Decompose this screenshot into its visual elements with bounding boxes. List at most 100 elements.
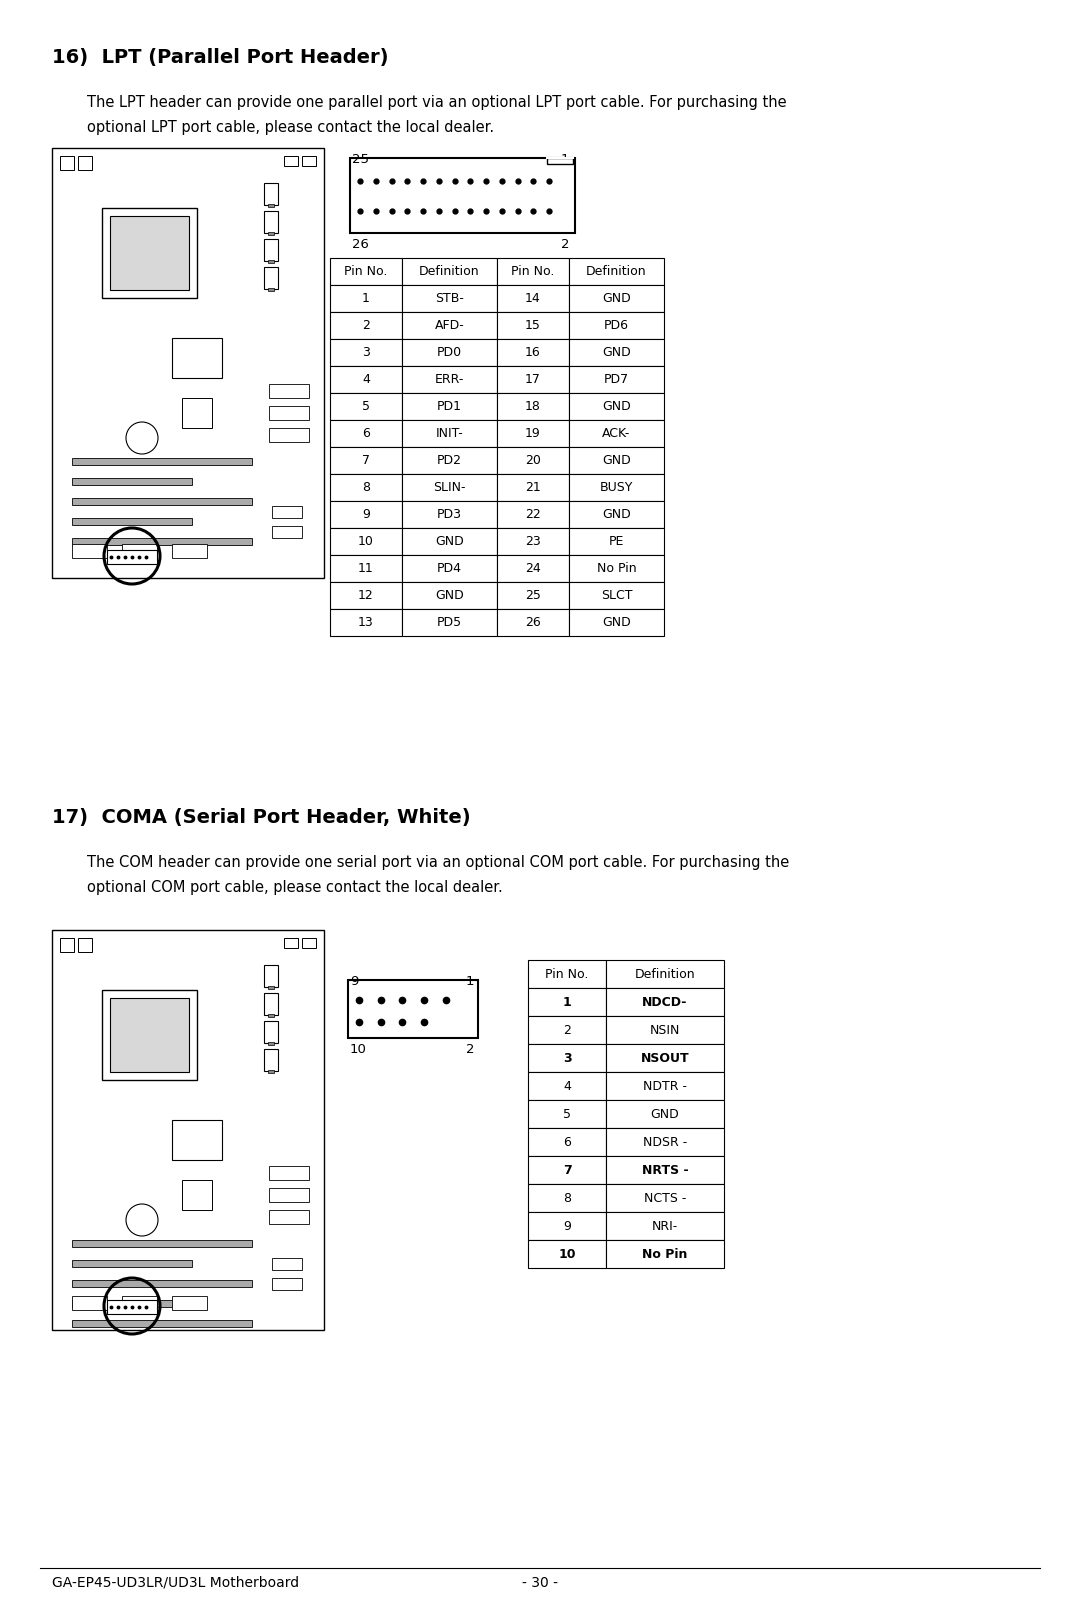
Text: PD5: PD5 bbox=[437, 616, 462, 629]
Bar bbox=[72, 1261, 192, 1267]
Bar bbox=[269, 383, 309, 398]
Text: STB-: STB- bbox=[435, 292, 464, 305]
Bar bbox=[402, 500, 497, 528]
Bar bbox=[402, 366, 497, 393]
Bar bbox=[569, 338, 664, 366]
Text: 26: 26 bbox=[525, 616, 541, 629]
Text: Definition: Definition bbox=[419, 265, 480, 277]
Text: GND: GND bbox=[603, 616, 631, 629]
Bar bbox=[546, 159, 573, 164]
Text: No Pin: No Pin bbox=[596, 561, 636, 574]
Bar bbox=[569, 500, 664, 528]
Bar bbox=[330, 420, 402, 448]
Text: 6: 6 bbox=[362, 427, 370, 439]
Bar bbox=[569, 286, 664, 313]
Text: 21: 21 bbox=[525, 481, 541, 494]
Text: 18: 18 bbox=[525, 399, 541, 412]
Bar bbox=[606, 1015, 724, 1044]
Bar bbox=[302, 156, 316, 165]
Bar bbox=[497, 555, 569, 582]
Bar bbox=[402, 528, 497, 555]
Text: GA-EP45-UD3LR/UD3L Motherboard: GA-EP45-UD3LR/UD3L Motherboard bbox=[52, 1577, 299, 1590]
Bar bbox=[497, 475, 569, 500]
Text: 4: 4 bbox=[563, 1079, 571, 1092]
Bar bbox=[264, 993, 278, 1015]
Bar bbox=[302, 938, 316, 948]
Bar bbox=[606, 1156, 724, 1184]
Circle shape bbox=[126, 1205, 158, 1237]
Bar bbox=[284, 938, 298, 948]
Bar bbox=[269, 406, 309, 420]
Bar bbox=[528, 1015, 606, 1044]
Bar bbox=[402, 338, 497, 366]
Bar bbox=[528, 1240, 606, 1269]
Bar bbox=[606, 1184, 724, 1213]
Text: GND: GND bbox=[435, 536, 464, 549]
Text: 22: 22 bbox=[525, 508, 541, 521]
Text: 25: 25 bbox=[352, 152, 369, 165]
Text: 12: 12 bbox=[359, 589, 374, 602]
Bar bbox=[528, 988, 606, 1015]
Bar bbox=[606, 1240, 724, 1269]
Text: Pin No.: Pin No. bbox=[345, 265, 388, 277]
Bar bbox=[172, 1120, 222, 1160]
Bar bbox=[272, 1258, 302, 1270]
Bar bbox=[350, 159, 575, 233]
Bar bbox=[606, 1100, 724, 1128]
Bar bbox=[268, 204, 274, 207]
Bar bbox=[402, 313, 497, 338]
Bar bbox=[528, 1044, 606, 1071]
Text: 10: 10 bbox=[558, 1248, 576, 1261]
Text: PD0: PD0 bbox=[437, 346, 462, 359]
Bar bbox=[183, 1181, 212, 1209]
Bar bbox=[402, 258, 497, 286]
Text: GND: GND bbox=[603, 346, 631, 359]
Text: 4: 4 bbox=[362, 374, 370, 387]
Bar bbox=[72, 1320, 252, 1327]
Text: 2: 2 bbox=[362, 319, 370, 332]
Bar bbox=[264, 1022, 278, 1043]
Text: 13: 13 bbox=[359, 616, 374, 629]
Text: AFD-: AFD- bbox=[434, 319, 464, 332]
Bar bbox=[330, 582, 402, 610]
Bar bbox=[330, 393, 402, 420]
Text: 23: 23 bbox=[525, 536, 541, 549]
Bar bbox=[284, 156, 298, 165]
Bar bbox=[528, 1213, 606, 1240]
Text: 1: 1 bbox=[563, 996, 571, 1009]
Text: 15: 15 bbox=[525, 319, 541, 332]
Bar bbox=[606, 1213, 724, 1240]
Bar bbox=[272, 505, 302, 518]
Text: 19: 19 bbox=[525, 427, 541, 439]
Bar bbox=[268, 1070, 274, 1073]
Bar bbox=[569, 393, 664, 420]
Bar bbox=[497, 610, 569, 637]
Text: 24: 24 bbox=[525, 561, 541, 574]
Text: 5: 5 bbox=[563, 1107, 571, 1121]
Text: SLCT: SLCT bbox=[600, 589, 632, 602]
Bar bbox=[172, 1296, 207, 1310]
Bar bbox=[72, 518, 192, 525]
Bar bbox=[107, 1299, 157, 1314]
Bar bbox=[330, 500, 402, 528]
Bar bbox=[569, 313, 664, 338]
Bar bbox=[569, 420, 664, 448]
Bar bbox=[269, 1166, 309, 1181]
Bar bbox=[330, 610, 402, 637]
Bar bbox=[268, 1043, 274, 1044]
Bar bbox=[606, 988, 724, 1015]
Bar bbox=[348, 980, 478, 1038]
Bar bbox=[497, 420, 569, 448]
Bar bbox=[272, 1278, 302, 1290]
Bar bbox=[72, 544, 107, 558]
Bar bbox=[269, 428, 309, 443]
Bar bbox=[402, 610, 497, 637]
Text: 9: 9 bbox=[563, 1219, 571, 1232]
Bar bbox=[102, 209, 197, 298]
Bar bbox=[497, 528, 569, 555]
Bar bbox=[107, 550, 157, 565]
Text: 26: 26 bbox=[352, 237, 369, 250]
Bar bbox=[497, 286, 569, 313]
Bar bbox=[269, 1189, 309, 1201]
Bar bbox=[330, 528, 402, 555]
